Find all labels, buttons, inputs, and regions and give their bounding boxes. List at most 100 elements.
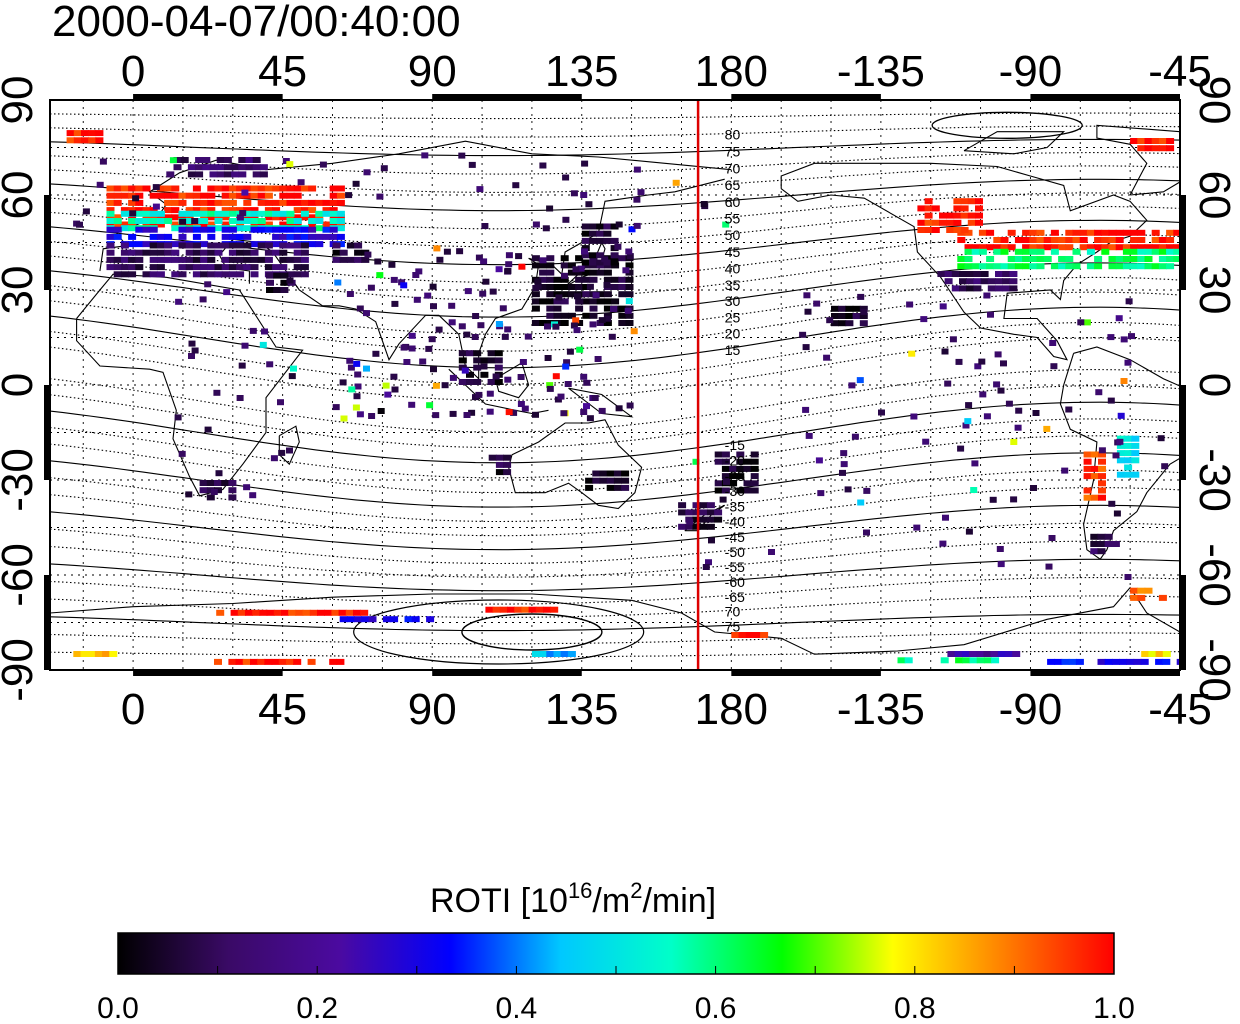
roti-cell	[492, 373, 500, 380]
roti-cell	[596, 230, 605, 237]
roti-cell	[257, 226, 266, 233]
roti-cell	[231, 164, 240, 171]
roti-cell	[552, 323, 560, 330]
roti-cell	[156, 210, 165, 217]
roti-cell	[408, 401, 416, 408]
lat-tick-label-right: 30	[1190, 266, 1239, 315]
roti-cell	[531, 255, 540, 262]
roti-cell	[128, 214, 137, 221]
roti-cell	[164, 199, 173, 206]
roti-cell	[606, 477, 615, 484]
roti-cell	[324, 609, 333, 616]
roti-cell	[1086, 248, 1095, 255]
roti-cell	[531, 298, 540, 305]
roti-cell	[528, 606, 537, 613]
roti-cell	[519, 359, 527, 365]
roti-cell	[592, 292, 600, 299]
roti-cell	[546, 291, 555, 298]
roti-cell	[223, 164, 232, 171]
roti-cell	[1002, 285, 1011, 292]
roti-cell	[723, 478, 730, 485]
roti-cell	[957, 263, 966, 270]
roti-cell	[259, 341, 267, 348]
roti-cell	[390, 616, 399, 623]
roti-cell	[1137, 145, 1146, 152]
roti-cell	[625, 248, 633, 255]
roti-cell	[236, 233, 245, 240]
roti-cell	[1036, 244, 1045, 251]
roti-cell	[279, 264, 288, 271]
lon-tick-label-bottom: 180	[695, 685, 768, 734]
roti-cell	[214, 480, 222, 486]
roti-cell	[192, 256, 201, 263]
roti-cell	[980, 271, 989, 277]
roti-cell	[390, 276, 398, 283]
roti-cell	[1107, 397, 1115, 404]
roti-cell	[223, 157, 232, 163]
roti-cell	[714, 509, 723, 516]
roti-cell	[580, 192, 588, 198]
roti-cell	[188, 353, 195, 359]
roti-cell	[738, 632, 747, 638]
roti-cell	[214, 218, 223, 224]
roti-cell	[596, 298, 605, 305]
roti-cell	[560, 284, 569, 290]
roti-cell	[1094, 229, 1103, 236]
roti-cell	[708, 537, 715, 544]
roti-cell	[360, 609, 369, 616]
roti-cell	[1151, 229, 1160, 236]
roti-cell	[185, 226, 194, 233]
roti-cell	[1029, 244, 1038, 251]
roti-cell	[473, 357, 482, 364]
roti-cell	[300, 210, 309, 217]
roti-cell	[699, 523, 708, 530]
roti-cell	[1151, 145, 1160, 152]
roti-cell	[504, 326, 512, 333]
roti-cell	[221, 271, 230, 278]
roti-cell	[293, 185, 302, 192]
roti-cell	[857, 499, 865, 506]
roti-cell	[980, 278, 989, 285]
roti-cell	[400, 282, 408, 289]
roti-cell	[315, 214, 324, 221]
lat-tick-label-left: -30	[0, 448, 42, 512]
maglat-contour	[50, 504, 1180, 551]
roti-cell	[149, 233, 158, 240]
roti-cell	[113, 226, 122, 233]
roti-cell	[272, 264, 281, 271]
roti-cell	[106, 264, 115, 271]
roti-cell	[625, 262, 634, 269]
roti-cell	[1029, 248, 1038, 255]
roti-cell	[332, 256, 341, 263]
roti-cell	[603, 320, 612, 326]
roti-cell	[221, 221, 230, 228]
roti-cell	[621, 484, 630, 491]
roti-cell	[603, 298, 612, 305]
roti-cell	[221, 256, 230, 263]
roti-cell	[66, 130, 75, 137]
roti-cell	[973, 271, 982, 277]
roti-cell	[340, 415, 348, 422]
roti-cell	[1043, 237, 1052, 243]
roti-cell	[939, 219, 947, 226]
roti-cell	[1022, 263, 1031, 270]
roti-cell	[960, 227, 969, 233]
roti-cell	[517, 374, 525, 380]
roti-cell	[686, 518, 694, 525]
roti-cell	[1000, 248, 1009, 255]
roti-cell	[823, 354, 831, 361]
roti-cell	[1058, 237, 1067, 243]
roti-cell	[178, 226, 187, 233]
roti-cell	[1115, 237, 1124, 243]
roti-cell	[169, 157, 177, 164]
roti-cell	[546, 305, 555, 312]
roti-cell	[618, 305, 627, 312]
roti-cell	[1083, 487, 1092, 494]
roti-cell	[575, 269, 584, 276]
roti-cell	[1022, 248, 1031, 255]
roti-cell	[971, 248, 980, 255]
lon-tick-label-top: -90	[999, 47, 1063, 96]
roti-cell	[279, 199, 288, 206]
roti-cell	[404, 616, 413, 623]
roti-cell	[531, 262, 540, 269]
